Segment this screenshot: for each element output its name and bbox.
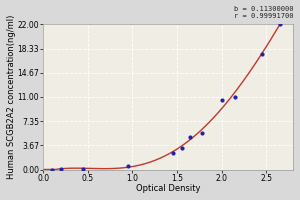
Point [233,95,238,99]
Text: b = 0.11300000
r = 0.99991700: b = 0.11300000 r = 0.99991700 [235,6,294,19]
Point [260,52,264,56]
Point [219,99,224,102]
Point [200,132,205,135]
Point [81,167,86,170]
X-axis label: Optical Density: Optical Density [136,184,200,193]
Point [277,23,282,26]
Point [179,147,184,150]
Point [170,151,175,155]
Point [188,135,193,138]
Point [126,164,130,167]
Point [50,168,55,171]
Y-axis label: Human SCGB2A2 concentration(ng/ml): Human SCGB2A2 concentration(ng/ml) [7,15,16,179]
Point [59,168,64,171]
